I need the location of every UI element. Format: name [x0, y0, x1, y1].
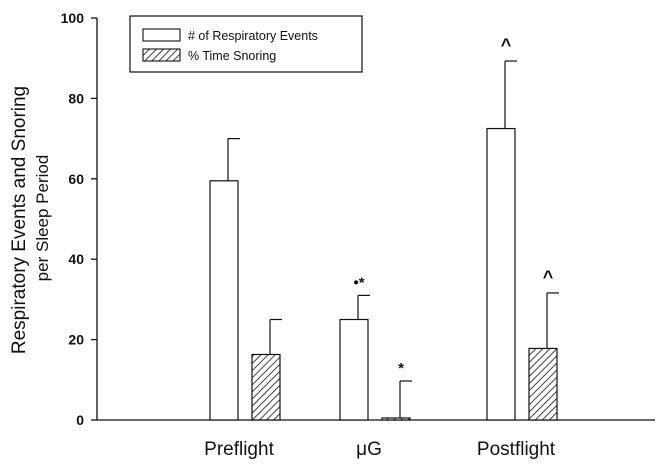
bar-respiratory-events	[209, 180, 239, 421]
y-tick-label: 20	[68, 332, 84, 348]
bars	[209, 127, 558, 421]
significance-marker: ^	[543, 267, 554, 287]
bar-time-snoring	[251, 353, 281, 421]
legend-swatch-respiratory-events	[142, 28, 181, 42]
legend: # of Respiratory Events % Time Snoring	[129, 15, 363, 73]
x-category-labels: Preflight μG Postflight	[204, 439, 556, 460]
significance-marker: ^	[501, 35, 512, 55]
significance-marker: •*	[353, 274, 364, 291]
legend-label-respiratory-events: # of Respiratory Events	[188, 29, 318, 43]
error-bars	[227, 60, 559, 418]
y-tick-label: 80	[68, 90, 84, 106]
y-axis-title: Respiratory Events and Snoring per Sleep…	[9, 86, 52, 354]
legend-swatch-time-snoring	[142, 48, 181, 62]
annotations: •* * ^ ^	[353, 35, 553, 377]
y-ticks: 0 20 40 60 80 100	[61, 10, 97, 428]
significance-marker: *	[398, 360, 404, 377]
bar-time-snoring	[528, 347, 558, 421]
y-tick-label: 100	[61, 10, 85, 26]
bar-time-snoring	[381, 417, 411, 421]
x-category-label: μG	[356, 439, 382, 460]
y-axis-sublabel: per Sleep Period	[33, 155, 52, 282]
legend-label-time-snoring: % Time Snoring	[188, 49, 276, 63]
bar-respiratory-events	[339, 318, 369, 421]
x-category-label: Postflight	[477, 439, 556, 460]
y-axis-label: Respiratory Events and Snoring	[9, 86, 30, 354]
y-tick-label: 60	[68, 171, 84, 187]
bar-respiratory-events	[486, 127, 516, 421]
y-tick-label: 0	[76, 412, 84, 428]
x-category-label: Preflight	[204, 439, 274, 460]
legend-box	[129, 15, 363, 73]
y-tick-label: 40	[68, 251, 84, 267]
